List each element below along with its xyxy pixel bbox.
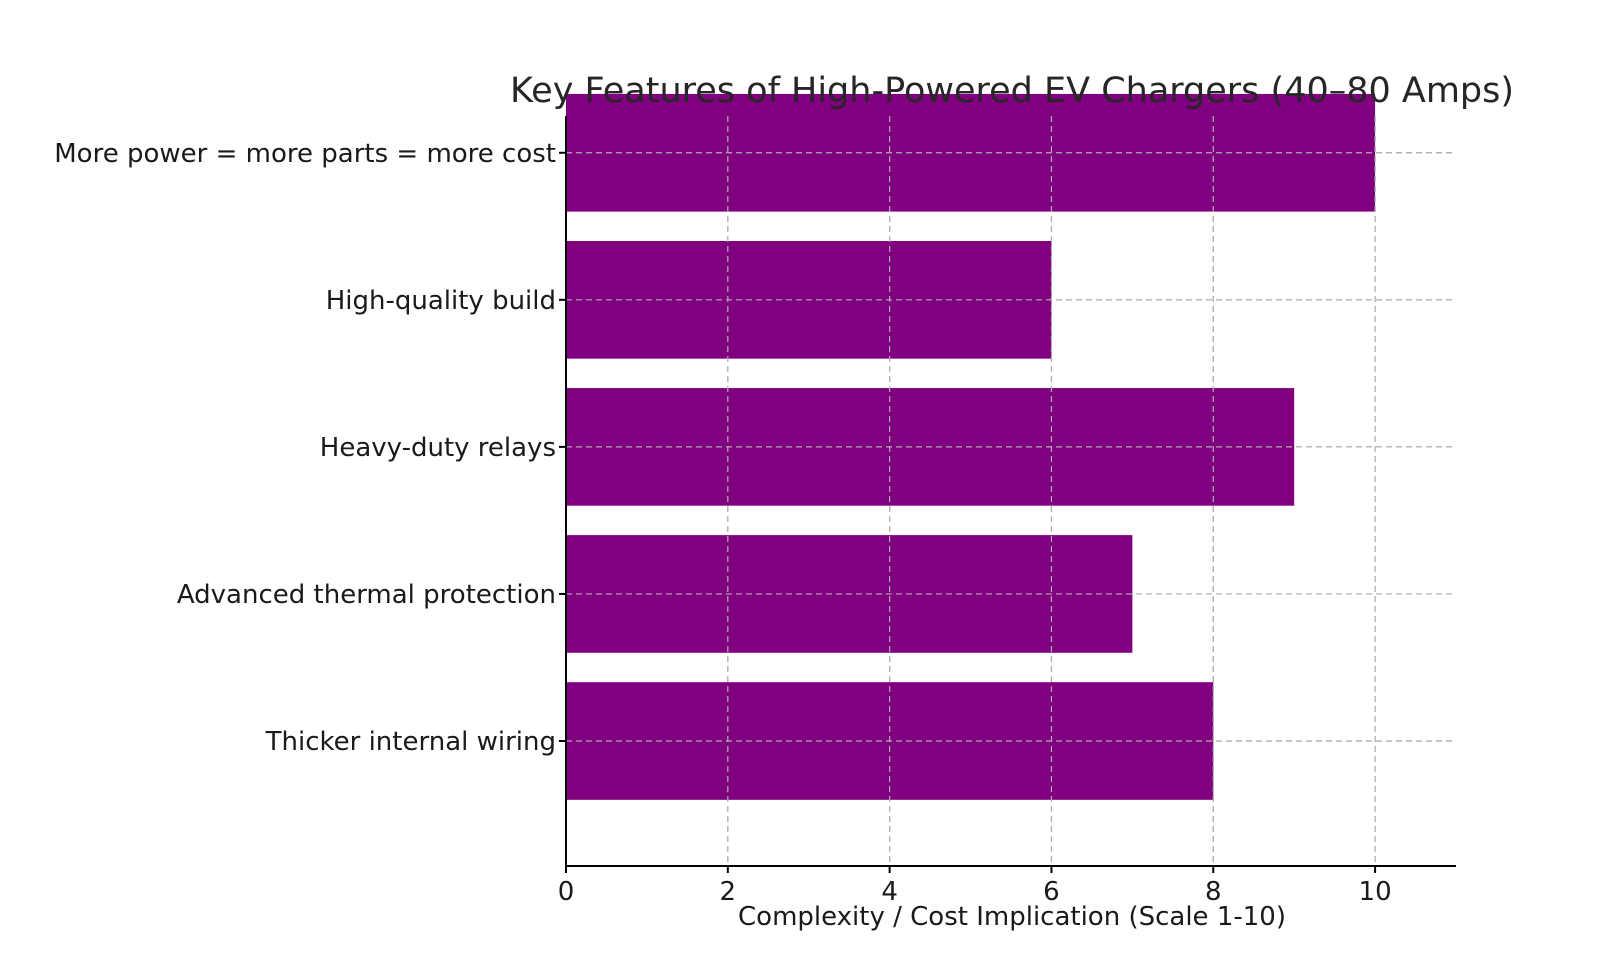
- label-layer: 0 2 4 6 8 10 Thicker internal wiring Advanced t…: [54, 139, 1391, 907]
- x-tick-label: 0: [558, 877, 575, 907]
- x-tick-label: 8: [1205, 877, 1222, 907]
- y-category-label: Thicker internal wiring: [265, 727, 556, 757]
- x-tick-label: 4: [881, 877, 898, 907]
- x-tick-label: 2: [720, 877, 737, 907]
- y-category-label: Heavy-duty relays: [320, 433, 556, 463]
- x-tick-label: 6: [1043, 877, 1060, 907]
- y-category-label: More power = more parts = more cost: [54, 139, 556, 169]
- x-tick-label: 10: [1359, 877, 1392, 907]
- bar-layer: [566, 93, 1456, 866]
- y-category-label: Advanced thermal protection: [177, 580, 556, 610]
- y-category-label: High-quality build: [326, 286, 556, 316]
- chart-title: Key Features of High-Powered EV Chargers…: [510, 71, 1514, 111]
- axis-layer: [559, 116, 1456, 873]
- x-axis-label: Complexity / Cost Implication (Scale 1-1…: [738, 902, 1286, 932]
